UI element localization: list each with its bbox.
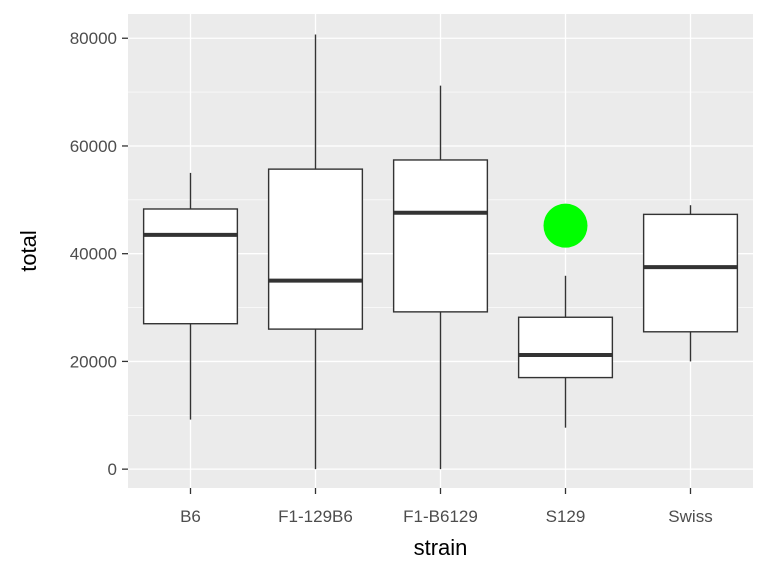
y-tick-label: 60000 <box>70 137 117 156</box>
box-marks <box>142 34 739 470</box>
box-iqr <box>142 208 239 325</box>
outlier-point <box>543 203 588 248</box>
box-s129 <box>517 275 614 428</box>
y-axis: 0 20000 40000 60000 80000 <box>70 29 128 479</box>
box-iqr <box>267 168 364 330</box>
x-tick-label: F1-B6129 <box>403 507 478 526</box>
box-f1-129b6 <box>267 34 364 470</box>
x-axis: B6 F1-129B6 F1-B6129 S129 Swiss <box>180 488 713 526</box>
y-axis-title: total <box>16 230 41 272</box>
y-tick-label: 40000 <box>70 245 117 264</box>
x-tick-label: B6 <box>180 507 201 526</box>
y-tick-label: 20000 <box>70 352 117 371</box>
box-swiss <box>642 205 739 362</box>
y-tick-label: 0 <box>108 460 117 479</box>
x-tick-label: S129 <box>546 507 586 526</box>
box-f1-b6129 <box>392 85 489 470</box>
box-iqr <box>392 159 489 313</box>
x-axis-title: strain <box>414 535 468 560</box>
x-tick-label: Swiss <box>668 507 712 526</box>
box-b6 <box>142 172 239 420</box>
y-tick-label: 80000 <box>70 29 117 48</box>
box-iqr <box>517 316 614 379</box>
box-iqr <box>642 213 739 333</box>
x-tick-label: F1-129B6 <box>278 507 353 526</box>
